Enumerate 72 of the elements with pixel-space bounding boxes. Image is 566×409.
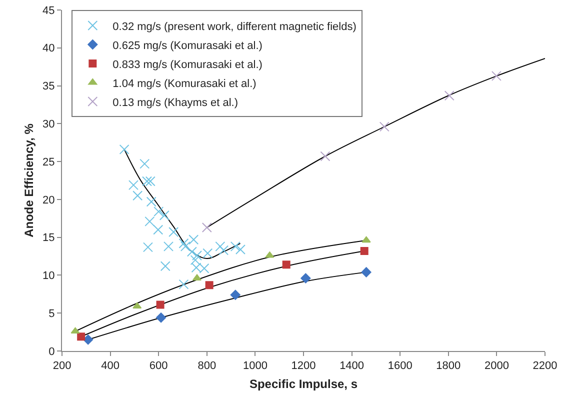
legend-label: 0.13 mg/s (Khayms et al.) [112,96,238,109]
legend-label: 0.625 mg/s (Komurasaki et al.) [112,40,262,52]
point [160,261,170,272]
y-tick-label: 30 [42,118,55,131]
point [491,70,502,81]
x-tick-label: 200 [52,360,72,372]
point [180,241,190,252]
point [164,241,174,252]
legend-label: 0.32 mg/s (present work, different magnetic fields) [112,20,356,33]
y-tick-label: 10 [42,270,55,282]
point [146,196,156,207]
point [153,224,164,235]
point [140,158,150,169]
y-axis-title: Anode Efficiency, % [22,123,36,238]
x-tick-label: 2200 [532,360,558,372]
point [144,216,155,226]
point [218,245,229,256]
point [202,222,212,232]
point [119,144,130,154]
y-tick-label: 5 [48,308,55,320]
x-tick-label: 1200 [291,360,316,372]
x-tick-label: 1000 [242,360,268,372]
point [156,312,166,323]
y-tick-label: 15 [42,232,55,244]
point [83,334,94,345]
point [320,151,330,162]
point [142,176,152,186]
point [186,246,197,257]
point [145,176,156,186]
point [444,90,454,101]
point [379,122,390,132]
x-tick-label: 1800 [436,360,461,372]
point [360,246,368,255]
point [77,332,86,341]
y-tick-label: 0 [48,346,55,358]
point [178,279,189,290]
point [178,238,189,248]
y-tick-label: 20 [42,194,55,206]
point [300,273,311,284]
point [190,255,200,266]
x-tick-label: 600 [149,360,168,372]
point [205,281,214,290]
x-tick-label: 400 [101,360,120,372]
point [282,260,290,269]
x-tick-label: 800 [198,360,216,372]
point [168,227,179,238]
legend-label: 0.833 mg/s (Komurasaki et al.) [112,58,262,71]
y-tick-label: 35 [42,80,55,93]
point [230,290,240,300]
point [70,327,80,334]
point [215,241,226,252]
point [362,236,371,243]
point [156,300,164,309]
line-series [124,148,241,260]
point [154,206,164,217]
y-tick-label: 25 [42,156,55,168]
point [132,302,142,309]
y-tick-label: 45 [42,4,55,17]
x-tick-label: 1600 [388,360,412,372]
point [132,190,143,201]
point [361,267,372,278]
point [230,241,240,252]
point [188,234,199,245]
point [142,242,153,252]
point [235,244,246,254]
point [159,210,170,220]
point [128,180,138,190]
x-tick-label: 2000 [484,360,509,372]
x-tick-label: 1400 [340,360,364,372]
legend-label: 1.04 mg/s (Komurasaki et al.) [112,78,256,90]
x-axis-title: Specific Impulse, s [249,377,358,392]
y-tick-label: 40 [42,42,55,55]
